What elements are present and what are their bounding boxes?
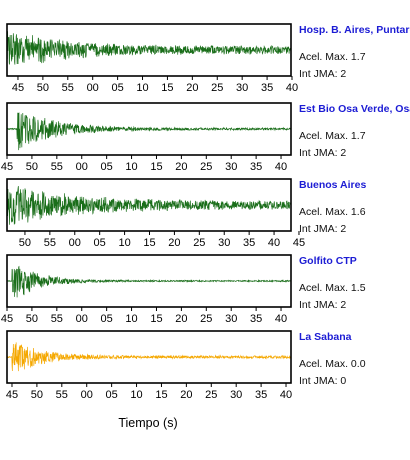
x-tick-label: 05 <box>106 389 118 401</box>
x-tick-label: 15 <box>150 313 162 325</box>
x-tick-label: 50 <box>19 237 31 249</box>
seismogram-panel: 45 50 55 00 05 10 15 20 25 30 35 40 La Sabana Acel. M… <box>6 330 366 401</box>
panel-frame <box>6 102 292 156</box>
x-tick-label: 40 <box>275 313 287 325</box>
x-tick-label: 00 <box>69 237 81 249</box>
x-tick-label: 30 <box>225 161 237 173</box>
x-tick-label: 20 <box>168 237 180 249</box>
x-tick-label: 35 <box>243 237 255 249</box>
x-tick-label: 05 <box>101 161 113 173</box>
jma-intensity-label: Int JMA: 2 <box>299 68 346 80</box>
x-tick-label: 40 <box>275 161 287 173</box>
max-acceleration-label: Acel. Max. 1.7 <box>299 51 366 63</box>
x-tick-label: 55 <box>51 313 63 325</box>
x-tick-label: 25 <box>205 389 217 401</box>
x-tick-label: 25 <box>193 237 205 249</box>
panel-frame <box>6 23 292 77</box>
x-tick-label: 35 <box>261 82 273 94</box>
station-name: Golfito CTP <box>299 255 357 267</box>
x-tick-label: 20 <box>186 82 198 94</box>
seismogram-panel: 50 55 00 05 10 15 20 25 30 35 40 45 Buenos Aires Acel… <box>6 178 366 249</box>
x-tick-label: 45 <box>293 237 305 249</box>
seismogram-panel: 45 50 55 00 05 10 15 20 25 30 35 40 Est Bio Osa Verd… <box>1 102 410 173</box>
x-tick-label: 55 <box>51 161 63 173</box>
x-tick-label: 40 <box>286 82 298 94</box>
station-name: Buenos Aires <box>299 179 366 191</box>
x-tick-label: 15 <box>155 389 167 401</box>
x-tick-label: 10 <box>130 389 142 401</box>
x-tick-label: 35 <box>250 313 262 325</box>
x-tick-label: 40 <box>280 389 292 401</box>
x-tick-label: 15 <box>143 237 155 249</box>
seismogram-panel: 45 50 55 00 05 10 15 20 25 30 35 40 Golfito CTP Acel.… <box>1 254 366 325</box>
x-tick-label: 30 <box>218 237 230 249</box>
x-tick-label: 50 <box>26 161 38 173</box>
x-tick-label: 25 <box>211 82 223 94</box>
x-tick-label: 55 <box>44 237 56 249</box>
x-tick-label: 35 <box>250 161 262 173</box>
x-tick-label: 10 <box>125 313 137 325</box>
seismogram-panel: 45 50 55 00 05 10 15 20 25 30 35 40 Hosp. B. Aires, … <box>6 23 410 94</box>
x-tick-label: 05 <box>94 237 106 249</box>
station-name: Hosp. B. Aires, Puntare <box>299 24 410 36</box>
x-tick-label: 10 <box>118 237 130 249</box>
x-tick-label: 10 <box>125 161 137 173</box>
x-tick-label: 45 <box>12 82 24 94</box>
x-tick-label: 50 <box>37 82 49 94</box>
x-tick-label: 30 <box>225 313 237 325</box>
x-tick-label: 15 <box>150 161 162 173</box>
x-tick-label: 25 <box>200 161 212 173</box>
waveform-trace <box>6 265 292 298</box>
x-tick-label: 10 <box>136 82 148 94</box>
waveform-trace <box>6 186 292 225</box>
max-acceleration-label: Acel. Max. 1.7 <box>299 130 366 142</box>
x-tick-label: 30 <box>230 389 242 401</box>
x-tick-label: 20 <box>180 389 192 401</box>
x-tick-label: 55 <box>62 82 74 94</box>
max-acceleration-label: Acel. Max. 1.6 <box>299 206 366 218</box>
x-tick-label: 00 <box>76 161 88 173</box>
panels-group: 45 50 55 00 05 10 15 20 25 30 35 40 Hosp. B. Aires, … <box>1 23 410 401</box>
x-tick-label: 05 <box>111 82 123 94</box>
jma-intensity-label: Int JMA: 2 <box>299 299 346 311</box>
x-tick-label: 45 <box>1 313 13 325</box>
x-tick-label: 45 <box>6 389 18 401</box>
x-tick-label: 55 <box>56 389 68 401</box>
max-acceleration-label: Acel. Max. 0.0 <box>299 358 366 370</box>
x-tick-label: 00 <box>87 82 99 94</box>
x-tick-label: 15 <box>161 82 173 94</box>
max-acceleration-label: Acel. Max. 1.5 <box>299 282 366 294</box>
waveform-trace <box>6 112 292 151</box>
jma-intensity-label: Int JMA: 0 <box>299 375 346 387</box>
x-tick-label: 35 <box>255 389 267 401</box>
x-tick-label: 30 <box>236 82 248 94</box>
jma-intensity-label: Int JMA: 2 <box>299 223 346 235</box>
x-tick-label: 40 <box>268 237 280 249</box>
x-tick-label: 50 <box>31 389 43 401</box>
station-name: La Sabana <box>299 331 352 343</box>
x-tick-label: 50 <box>26 313 38 325</box>
panel-frame <box>6 254 292 308</box>
panel-frame <box>6 330 292 384</box>
x-tick-label: 45 <box>1 161 13 173</box>
x-tick-label: 25 <box>200 313 212 325</box>
x-axis-label: Tiempo (s) <box>118 416 177 430</box>
x-tick-label: 00 <box>76 313 88 325</box>
x-tick-label: 05 <box>101 313 113 325</box>
waveform-trace <box>6 342 292 372</box>
jma-intensity-label: Int JMA: 2 <box>299 147 346 159</box>
station-name: Est Bio Osa Verde, Osa <box>299 103 410 115</box>
x-tick-label: 20 <box>175 161 187 173</box>
waveform-trace <box>6 31 292 65</box>
x-tick-label: 00 <box>81 389 93 401</box>
x-tick-label: 20 <box>175 313 187 325</box>
